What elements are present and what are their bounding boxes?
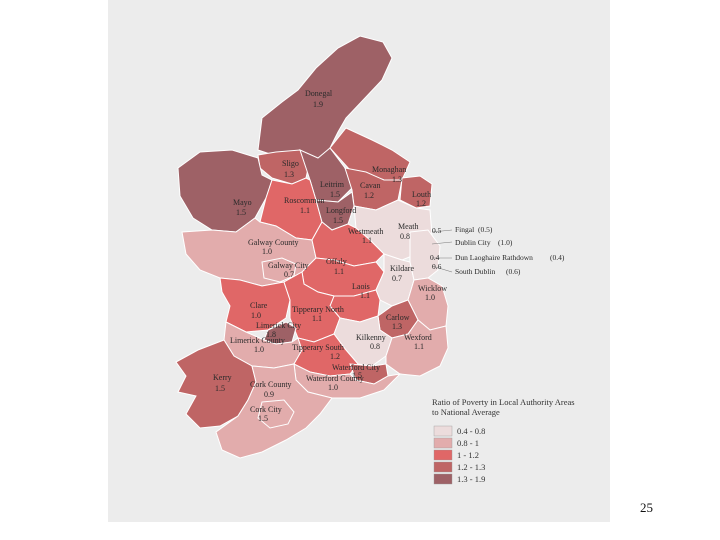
county-value: 1.3 [392, 175, 402, 184]
county-name: Cork County [250, 380, 292, 389]
dublin-name: South Dublin [455, 267, 495, 276]
county-name: Waterford County [306, 374, 364, 383]
region-louth [399, 175, 433, 209]
county-name: Kerry [213, 373, 232, 382]
county-value: 1.5 [330, 190, 340, 199]
county-value: 0.7 [392, 274, 402, 283]
dublin-name: Fingal [455, 225, 474, 234]
county-value: 1.8 [266, 330, 276, 339]
county-name: Offaly [326, 257, 347, 266]
dublin-marker: 0.6 [432, 262, 442, 271]
county-value: 1.2 [330, 352, 340, 361]
county-name: Donegal [305, 89, 333, 98]
county-value: 1.0 [328, 383, 338, 392]
county-regions [175, 35, 449, 459]
legend-title-line2: to National Average [432, 407, 500, 417]
legend: Ratio of Poverty in Local Authority Area… [432, 397, 575, 485]
dublin-value: (1.0) [498, 238, 513, 247]
county-name: Limerick County [230, 336, 285, 345]
legend-swatch [433, 425, 453, 437]
county-value: 1.5 [236, 208, 246, 217]
dublin-callouts: 0.5 Fingal (0.5) Dublin City (1.0) 0.4 D… [430, 225, 565, 276]
region-cork-city [257, 399, 295, 429]
legend-label: 0.4 - 0.8 [457, 426, 485, 436]
county-value: 0.8 [400, 232, 410, 241]
legend-label: 0.8 - 1 [457, 438, 479, 448]
county-value: 1.0 [251, 311, 261, 320]
county-name: Kilkenny [356, 333, 386, 342]
county-value: 1.5 [258, 414, 268, 423]
county-value: 1.3 [284, 170, 294, 179]
legend-swatch [433, 461, 453, 473]
county-value: 1.2 [364, 191, 374, 200]
county-name: Tipperary North [292, 305, 344, 314]
county-value: 1.2 [416, 199, 426, 208]
county-value: 1.1 [362, 236, 372, 245]
region-dublin [409, 229, 441, 281]
county-name: Louth [412, 190, 431, 199]
region-wexford [385, 319, 449, 377]
county-name: Carlow [386, 313, 410, 322]
county-value: 1.1 [360, 291, 370, 300]
dublin-value: (0.4) [550, 253, 565, 262]
county-value: 1.5 [215, 384, 225, 393]
dublin-marker: 0.4 [430, 253, 440, 262]
legend-swatch [433, 473, 453, 485]
county-name: Laois [352, 282, 370, 291]
county-value: 1.1 [334, 267, 344, 276]
county-name: Sligo [282, 159, 299, 168]
dublin-value: (0.6) [506, 267, 521, 276]
county-value: 1.1 [312, 314, 322, 323]
county-name: Roscommon [284, 196, 324, 205]
county-value: 0.8 [370, 342, 380, 351]
county-value: 1.5 [352, 371, 362, 380]
county-value: 1.1 [414, 342, 424, 351]
county-value: 1.0 [425, 293, 435, 302]
dublin-name: Dun Laoghaire Rathdown [455, 253, 533, 262]
dublin-marker: 0.5 [432, 226, 442, 235]
county-name: Mayo [233, 198, 252, 207]
county-name: Clare [250, 301, 268, 310]
county-name: Waterford City [332, 363, 380, 372]
county-name: Longford [326, 206, 356, 215]
legend-title-line1: Ratio of Poverty in Local Authority Area… [432, 397, 575, 407]
legend-label: 1 - 1.2 [457, 450, 479, 460]
legend-swatch [433, 449, 453, 461]
legend-swatch [433, 437, 453, 449]
county-name: Leitrim [320, 180, 345, 189]
county-name: Westmeath [348, 227, 383, 236]
dublin-value: (0.5) [478, 225, 493, 234]
county-name: Galway County [248, 238, 298, 247]
region-clare [219, 277, 291, 333]
county-value: 0.9 [264, 390, 274, 399]
county-name: Wicklow [418, 284, 447, 293]
dublin-name: Dublin City [455, 238, 491, 247]
county-name: Monaghan [372, 165, 406, 174]
county-name: Kildare [390, 264, 414, 273]
county-labels: Donegal 1.9 Sligo 1.3 Mayo 1.5 Leitrim 1… [213, 89, 447, 423]
county-name: Cork City [250, 405, 282, 414]
county-name: Cavan [360, 181, 380, 190]
county-value: 1.1 [300, 206, 310, 215]
county-value: 1.9 [313, 100, 323, 109]
county-value: 1.0 [254, 345, 264, 354]
county-name: Tipperary South [292, 343, 344, 352]
county-value: 1.3 [392, 322, 402, 331]
dublin-connectors [431, 229, 453, 273]
legend-label: 1.2 - 1.3 [457, 462, 485, 472]
county-value: 0.7 [284, 270, 294, 279]
page-number: 25 [640, 500, 653, 515]
county-name: Galway City [268, 261, 309, 270]
county-name: Limerick City [256, 321, 301, 330]
region-westmeath [311, 221, 385, 267]
county-name: Wexford [404, 333, 432, 342]
legend-label: 1.3 - 1.9 [457, 474, 485, 484]
county-value: 1.5 [333, 216, 343, 225]
county-value: 1.0 [262, 247, 272, 256]
county-name: Meath [398, 222, 418, 231]
